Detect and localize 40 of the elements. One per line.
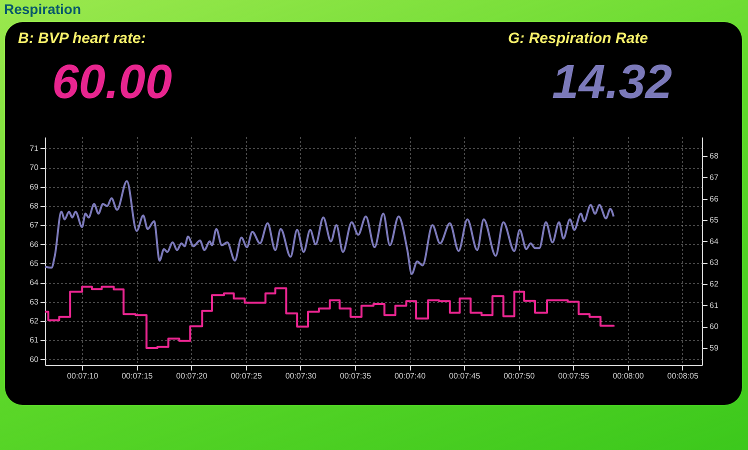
x-tick-label: 00:07:45 <box>449 372 481 380</box>
y-tick-label: 69 <box>30 182 40 192</box>
text: B: BVP heart rate: <box>18 30 146 47</box>
y2-tick-label: 66 <box>710 194 719 204</box>
y2-tick-label: 61 <box>710 300 719 310</box>
y-tick-label: 66 <box>30 240 40 249</box>
y2-tick-label: 59 <box>710 343 719 352</box>
x-tick-label: 00:08:00 <box>612 372 644 380</box>
y2-tick-label: 65 <box>710 216 719 225</box>
x-tick-label: 00:07:30 <box>285 372 317 380</box>
y-tick-label: 60 <box>30 354 40 364</box>
x-tick-label: 00:07:25 <box>230 372 262 380</box>
chart-title: Respiration <box>4 1 82 17</box>
x-tick-label: 00:07:50 <box>504 372 536 380</box>
y-tick-label: 64 <box>30 278 40 288</box>
x-tick-label: 00:07:20 <box>176 372 208 380</box>
y2-tick-label: 60 <box>710 322 719 332</box>
y-tick-label: 63 <box>30 297 40 306</box>
x-tick-label: 00:07:55 <box>558 372 590 380</box>
x-tick-label: 00:08:05 <box>667 372 699 380</box>
y-tick-label: 61 <box>30 336 40 345</box>
y-tick-label: 70 <box>30 163 40 172</box>
line-series <box>44 180 615 275</box>
y-tick-label: 62 <box>30 316 40 326</box>
x-tick-label: 00:07:10 <box>67 372 99 380</box>
text: G: Respiration Rate <box>508 30 648 47</box>
y2-tick-label: 62 <box>710 280 719 289</box>
y-tick-label: 71 <box>30 144 40 153</box>
y2-tick-label: 64 <box>710 236 719 246</box>
y2-tick-label: 68 <box>710 152 719 161</box>
text: 14.32 <box>552 55 672 110</box>
y2-tick-label: 63 <box>710 258 719 268</box>
text: 60.00 <box>52 55 172 110</box>
y2-tick-label: 67 <box>710 172 719 182</box>
x-tick-label: 00:07:15 <box>122 372 154 380</box>
y-tick-label: 67 <box>30 220 40 230</box>
x-tick-label: 00:07:40 <box>394 372 426 380</box>
y-tick-label: 65 <box>30 258 40 268</box>
x-tick-label: 00:07:35 <box>340 372 372 380</box>
y-tick-label: 68 <box>30 201 40 210</box>
